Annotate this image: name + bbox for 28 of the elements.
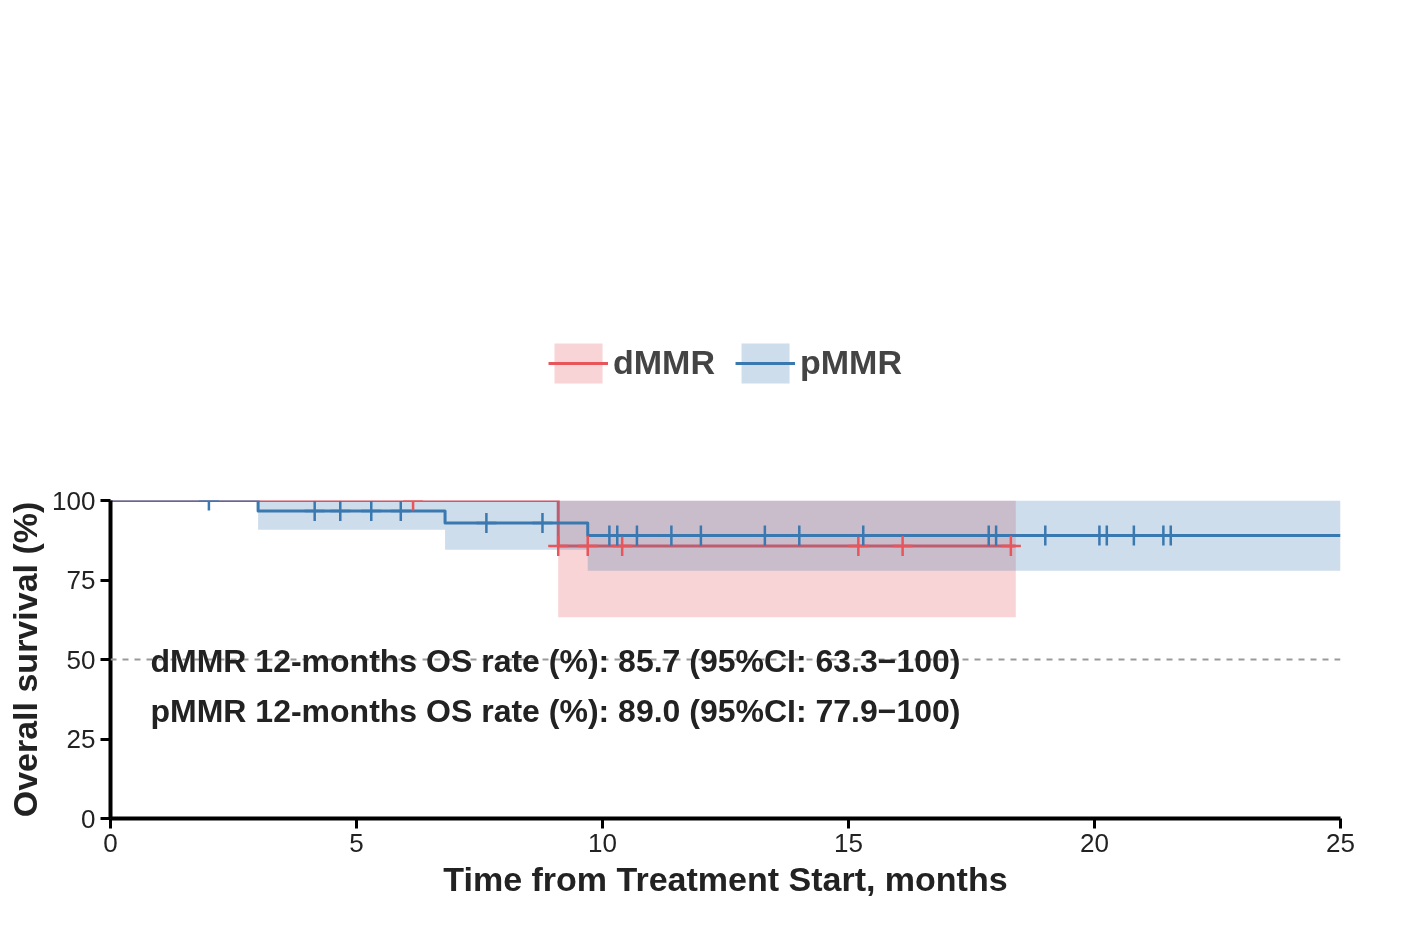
point (531, 511, 554, 535)
y-tick-label: 25 (66, 724, 96, 754)
legend-label: pMMR (800, 343, 902, 382)
y-tick-label: 100 (52, 485, 96, 516)
y-tick-label: 75 (66, 565, 96, 595)
point (329, 500, 352, 523)
x-tick-label: 0 (103, 827, 118, 858)
y-tick-label: 0 (81, 803, 96, 834)
legend-label: dMMR (613, 343, 715, 382)
point (389, 500, 413, 523)
point (475, 511, 498, 535)
point (891, 534, 914, 558)
annotation: pMMR 12-months OS rate (%): 89.0 (95%CI: 77.9−100) (150, 692, 961, 729)
x-tick-label: 15 (834, 827, 863, 858)
point (546, 534, 570, 558)
y-tick-label: 50 (66, 644, 96, 675)
point (303, 500, 326, 523)
point (360, 500, 383, 523)
x-tick-label: 10 (588, 827, 617, 858)
x-tick-label: 20 (1080, 827, 1109, 858)
point (847, 534, 870, 558)
point (576, 534, 599, 558)
x-tick-label: 5 (349, 827, 364, 858)
x-axis-title: Time from Treatment Start, months (443, 859, 1008, 898)
y-axis-title: Overall survival (%) (6, 501, 45, 818)
annotation: dMMR 12-months OS rate (%): 85.7 (95%CI: 63.3−100) (150, 642, 961, 679)
x-tick-label: 25 (1326, 827, 1355, 858)
point (999, 534, 1023, 558)
